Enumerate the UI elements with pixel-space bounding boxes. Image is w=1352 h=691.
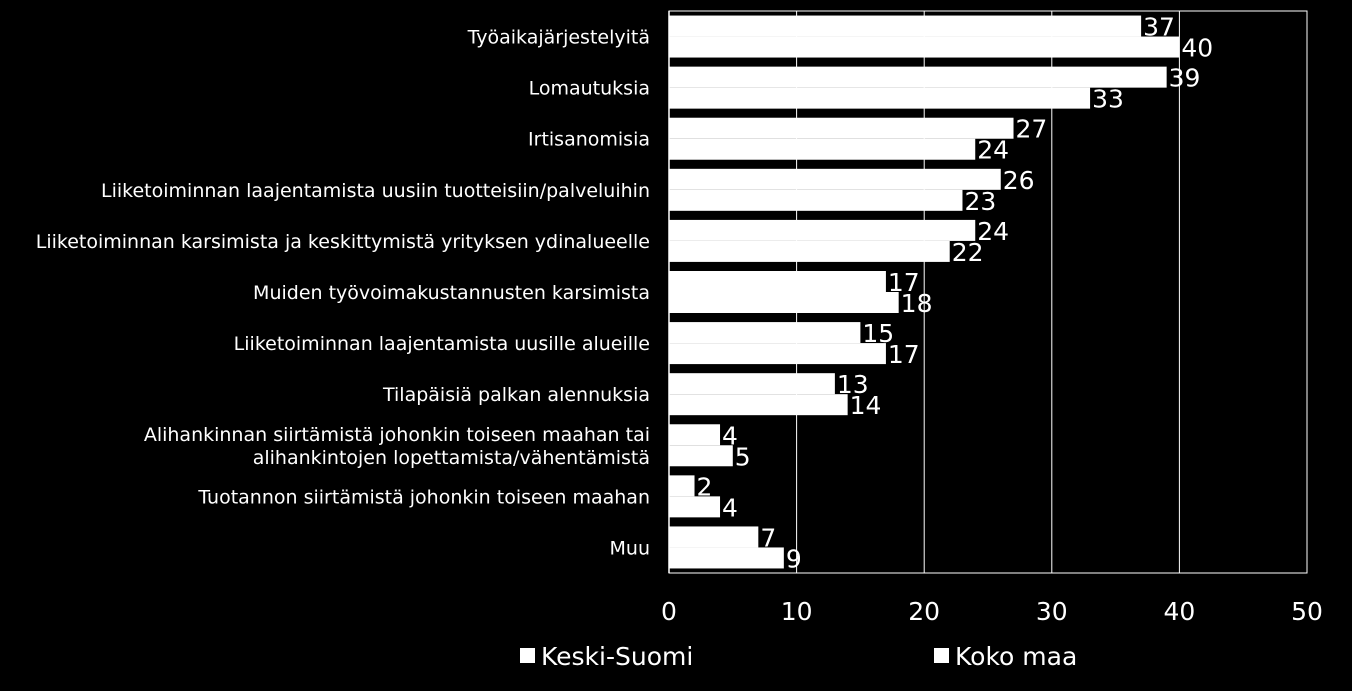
data-label-keski-suomi-10: 7: [760, 523, 776, 552]
data-label-koko-maa-9: 4: [722, 493, 738, 522]
x-tick-label-40: 40: [1163, 597, 1195, 626]
x-tick-label-50: 50: [1291, 597, 1323, 626]
data-label-koko-maa-3: 23: [964, 187, 996, 216]
bar-keski-suomi-4: [669, 219, 976, 241]
data-label-keski-suomi-2: 27: [1016, 115, 1048, 144]
x-tick-label-10: 10: [781, 597, 813, 626]
bar-koko-maa-6: [669, 343, 886, 365]
bar-koko-maa-5: [669, 292, 899, 313]
data-label-keski-suomi-3: 26: [1003, 166, 1035, 195]
bar-koko-maa-9: [669, 496, 721, 518]
category-label-6: Liiketoiminnan laajentamista uusille alu…: [234, 333, 650, 355]
category-label-0: Työaikajärjestelyitä: [467, 27, 650, 49]
legend-label-keski-suomi: Keski-Suomi: [541, 642, 693, 671]
bar-keski-suomi-6: [669, 322, 861, 344]
x-tick-label-20: 20: [908, 597, 940, 626]
data-label-koko-maa-5: 18: [901, 289, 933, 318]
legend-swatch-koko-maa: [934, 648, 949, 663]
bar-keski-suomi-2: [669, 117, 1014, 139]
data-label-keski-suomi-4: 24: [977, 217, 1009, 246]
data-label-koko-maa-0: 40: [1181, 34, 1213, 63]
x-tick-label-0: 0: [661, 597, 677, 626]
data-label-keski-suomi-8: 4: [722, 421, 738, 450]
bar-keski-suomi-1: [669, 66, 1167, 88]
category-label-3: Liiketoiminnan laajentamista uusiin tuot…: [101, 180, 650, 202]
bar-keski-suomi-9: [669, 475, 695, 497]
data-label-koko-maa-6: 17: [888, 340, 920, 369]
data-label-keski-suomi-1: 39: [1169, 64, 1201, 93]
bar-koko-maa-10: [669, 547, 784, 569]
category-label-4: Liiketoiminnan karsimista ja keskittymis…: [36, 231, 650, 253]
category-label-1: Lomautuksia: [529, 78, 650, 100]
bar-keski-suomi-8: [669, 424, 721, 446]
data-label-koko-maa-8: 5: [735, 442, 751, 471]
bar-keski-suomi-0: [669, 15, 1142, 37]
category-label-7: Tilapäisiä palkan alennuksia: [382, 384, 650, 406]
data-label-koko-maa-4: 22: [952, 238, 984, 267]
bar-keski-suomi-7: [669, 373, 835, 395]
bar-koko-maa-1: [669, 87, 1091, 109]
bar-koko-maa-8: [669, 445, 733, 467]
bar-koko-maa-0: [669, 36, 1180, 58]
data-label-koko-maa-1: 33: [1092, 85, 1124, 114]
category-label-8-line-0: Alihankinnan siirtämistä johonkin toisee…: [144, 424, 650, 446]
category-label-2: Irtisanomisia: [528, 129, 650, 151]
category-label-9: Tuotannon siirtämistä johonkin toiseen m…: [197, 486, 650, 508]
category-label-8-line-1: alihankintojen lopettamista/vähentämistä: [253, 447, 650, 469]
bar-koko-maa-3: [669, 189, 963, 211]
data-label-koko-maa-10: 9: [786, 544, 802, 573]
legend-swatch-keski-suomi: [520, 648, 535, 663]
data-label-koko-maa-2: 24: [977, 136, 1009, 165]
data-label-keski-suomi-9: 2: [697, 472, 713, 501]
bar-keski-suomi-5: [669, 271, 886, 292]
category-label-10: Muu: [610, 537, 650, 559]
x-tick-label-30: 30: [1036, 597, 1068, 626]
data-label-koko-maa-7: 14: [850, 391, 882, 420]
bar-keski-suomi-3: [669, 168, 1001, 190]
bar-koko-maa-2: [669, 138, 976, 160]
legend-label-koko-maa: Koko maa: [955, 642, 1077, 671]
bar-keski-suomi-10: [669, 526, 759, 548]
bar-koko-maa-4: [669, 240, 950, 262]
bar-koko-maa-7: [669, 394, 848, 416]
category-label-5: Muiden työvoimakustannusten karsimista: [253, 282, 650, 304]
